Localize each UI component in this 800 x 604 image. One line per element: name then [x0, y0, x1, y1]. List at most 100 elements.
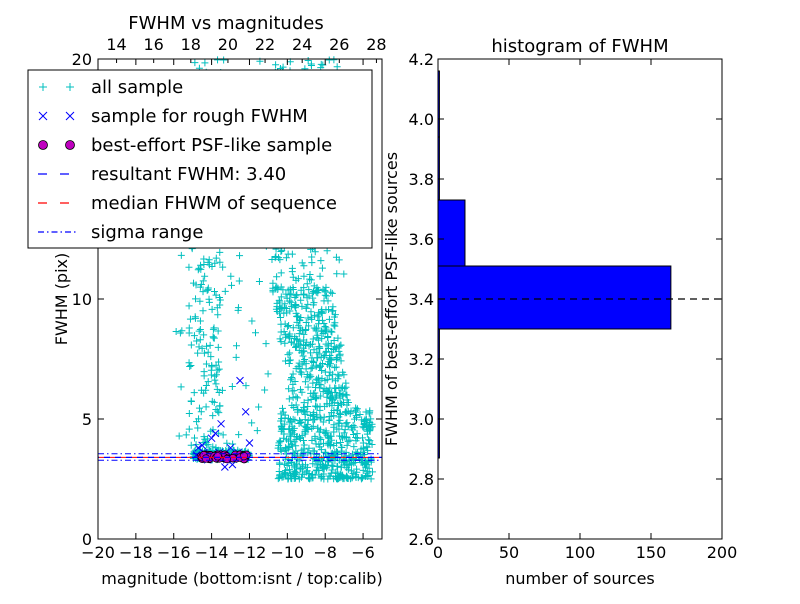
all-sample-point — [255, 404, 262, 411]
rough-sample-point — [221, 464, 228, 471]
all-sample-point — [318, 335, 325, 342]
all-sample-point — [209, 306, 216, 313]
legend-label: resultant FWHM: 3.40 — [91, 164, 286, 185]
histogram-y-axis-label: FWHM of best-effort PSF-like sources — [382, 152, 401, 446]
legend-circle-marker — [66, 141, 75, 150]
x-tick-label: −6 — [351, 543, 375, 562]
all-sample-point — [214, 386, 221, 393]
all-sample-point — [222, 288, 229, 295]
all-sample-point — [289, 268, 296, 275]
psf-sample-point — [223, 455, 231, 463]
psf-sample-point — [202, 455, 210, 463]
top-tick-label: 20 — [218, 35, 238, 54]
hist-y-tick-label: 2.8 — [409, 470, 434, 489]
all-sample-point — [322, 368, 329, 375]
all-sample-point — [207, 342, 214, 349]
all-sample-point — [353, 466, 360, 473]
all-sample-point — [359, 434, 366, 441]
x-tick-label: −14 — [195, 543, 229, 562]
all-sample-point — [197, 336, 204, 343]
scatter-x-axis-label: magnitude (bottom:isnt / top:calib) — [101, 569, 382, 588]
all-sample-point — [183, 431, 190, 438]
hist-x-tick-label: 150 — [636, 543, 667, 562]
all-sample-point — [367, 415, 374, 422]
legend-label: all sample — [91, 77, 183, 98]
all-sample-point — [277, 438, 284, 445]
all-sample-point — [220, 57, 227, 64]
all-sample-point — [228, 282, 235, 289]
all-sample-point — [285, 251, 292, 258]
all-sample-point — [233, 354, 240, 361]
hist-x-tick-label: 0 — [433, 543, 443, 562]
all-sample-point — [319, 265, 326, 272]
all-sample-point — [331, 364, 338, 371]
legend-label: best-effort PSF-like sample — [91, 135, 332, 156]
all-sample-point — [354, 430, 361, 437]
x-tick-label: −18 — [119, 543, 153, 562]
all-sample-point — [272, 61, 279, 68]
all-sample-point — [316, 384, 323, 391]
top-tick-label: 18 — [181, 35, 201, 54]
all-sample-point — [214, 367, 221, 374]
all-sample-point — [340, 270, 347, 277]
x-tick-label: −12 — [233, 543, 267, 562]
histogram-panel: histogram of FWHM 0 50 100 150 200 2.62.83.0… — [382, 36, 737, 588]
hist-y-tick-label: 3.0 — [409, 410, 434, 429]
all-sample-point — [283, 254, 290, 261]
all-sample-point — [286, 350, 293, 357]
top-tick-label: 26 — [329, 35, 349, 54]
all-sample-point — [227, 273, 234, 280]
all-sample-point — [211, 335, 218, 342]
hist-y-tick-label: 3.4 — [409, 290, 434, 309]
all-sample-point — [188, 398, 195, 405]
hist-y-tick-label: 3.2 — [409, 350, 434, 369]
all-sample-point — [199, 307, 206, 314]
all-sample-point — [220, 431, 227, 438]
all-sample-point — [186, 363, 193, 370]
all-sample-point — [223, 440, 230, 447]
all-sample-point — [305, 57, 312, 64]
all-sample-point — [211, 373, 218, 380]
hist-y-tick-label: 4.0 — [409, 110, 434, 129]
all-sample-point — [277, 321, 284, 328]
histogram-x-axis-label: number of sources — [505, 569, 655, 588]
all-sample-point — [328, 328, 335, 335]
all-sample-point — [254, 427, 261, 434]
all-sample-point — [186, 410, 193, 417]
all-sample-point — [212, 380, 219, 387]
all-sample-point — [235, 431, 242, 438]
histogram-bar — [438, 266, 671, 329]
x-tick-label: −8 — [313, 543, 337, 562]
top-tick-label: 28 — [366, 35, 386, 54]
all-sample-point — [229, 383, 236, 390]
top-tick-label: 16 — [144, 35, 164, 54]
rough-sample-point — [242, 408, 249, 415]
all-sample-point — [203, 382, 210, 389]
all-sample-point — [265, 370, 272, 377]
all-sample-point — [206, 299, 213, 306]
all-sample-point — [236, 278, 243, 285]
all-sample-point — [307, 349, 314, 356]
all-sample-point — [233, 342, 240, 349]
all-sample-point — [214, 56, 221, 63]
all-sample-point — [343, 409, 350, 416]
all-sample-point — [200, 331, 207, 338]
all-sample-point — [194, 350, 201, 357]
all-sample-point — [365, 436, 372, 443]
all-sample-point — [300, 408, 307, 415]
hist-x-tick-label: 100 — [565, 543, 596, 562]
all-sample-point — [242, 382, 249, 389]
all-sample-point — [294, 394, 301, 401]
all-sample-point — [188, 342, 195, 349]
all-sample-point — [215, 327, 222, 334]
all-sample-point — [326, 56, 333, 63]
all-sample-point — [188, 442, 195, 449]
legend: all samplesample for rough FWHMbest-effo… — [28, 70, 372, 248]
rough-sample-point — [208, 435, 215, 442]
hist-y-tick-label: 3.6 — [409, 230, 434, 249]
all-sample-point — [321, 287, 328, 294]
top-tick-label: 24 — [292, 35, 312, 54]
all-sample-point — [196, 405, 203, 412]
all-sample-point — [345, 466, 352, 473]
all-sample-point — [309, 364, 316, 371]
